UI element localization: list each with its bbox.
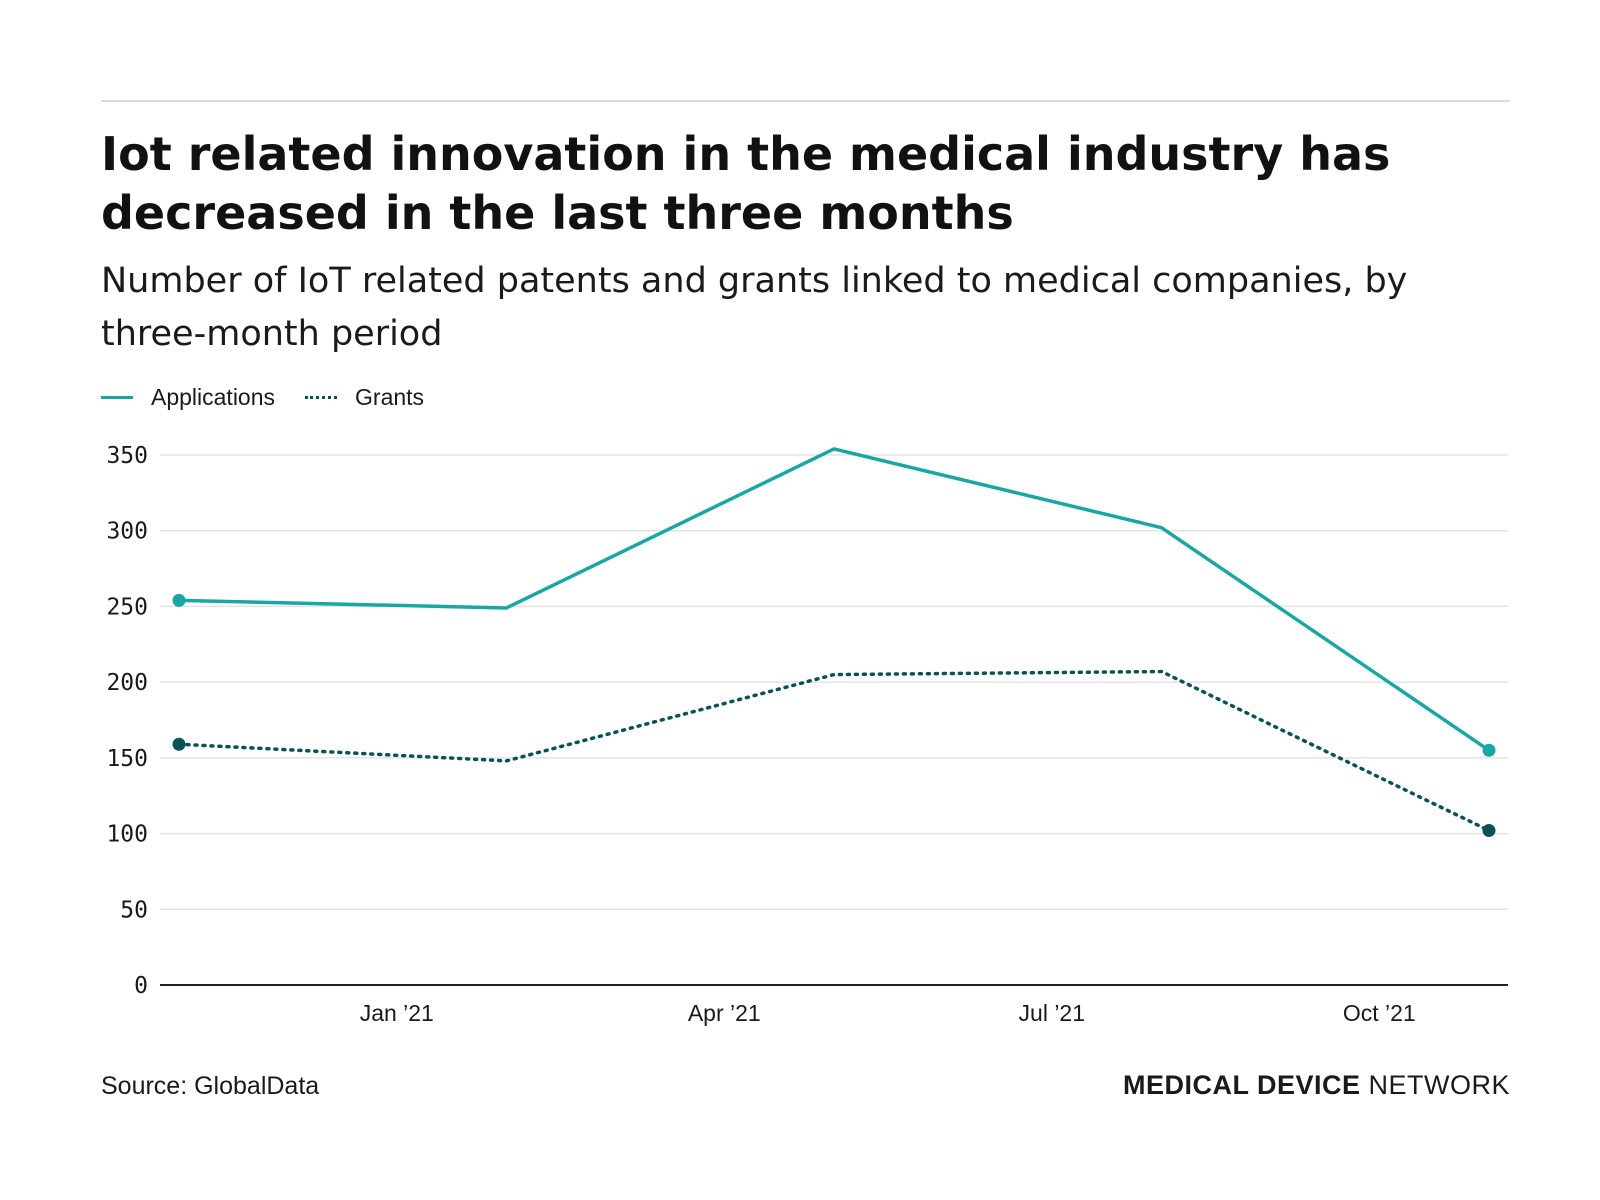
legend-item-grants: Grants bbox=[305, 384, 424, 411]
y-tick-label-200: 200 bbox=[106, 670, 148, 696]
y-tick-label-50: 50 bbox=[120, 897, 148, 923]
legend-label-applications: Applications bbox=[151, 383, 276, 410]
y-tick-label-0: 0 bbox=[134, 973, 148, 999]
x-tick-label-2: Jul ’21 bbox=[1019, 1000, 1085, 1026]
x-tick-label-0: Jan ’21 bbox=[360, 1000, 434, 1026]
chart-legend: Applications Grants bbox=[101, 382, 454, 412]
y-tick-label-250: 250 bbox=[106, 594, 148, 620]
brand-name-light: NETWORK bbox=[1368, 1070, 1510, 1100]
series-line-applications bbox=[178, 447, 1490, 752]
x-axis-ticks: Jan ’21 Apr ’21 Jul ’21 Oct ’21 bbox=[360, 1000, 1416, 1026]
chart-title: Iot related innovation in the medical in… bbox=[101, 127, 1391, 240]
legend-label-grants: Grants bbox=[355, 383, 425, 410]
top-divider bbox=[101, 100, 1510, 102]
series-point-applications-4 bbox=[1482, 743, 1496, 757]
series-lines bbox=[177, 447, 1491, 833]
x-tick-label-3: Oct ’21 bbox=[1343, 1000, 1416, 1026]
y-axis-ticks: 0 50 100 150 200 250 300 350 bbox=[106, 443, 148, 999]
legend-swatch-grants bbox=[305, 395, 338, 399]
grid-lines bbox=[160, 454, 1508, 986]
series-line-grants bbox=[177, 669, 1491, 833]
y-tick-label-100: 100 bbox=[106, 822, 148, 848]
series-point-grants-4 bbox=[1482, 824, 1496, 838]
y-tick-label-350: 350 bbox=[106, 443, 148, 469]
brand-logo: MEDICAL DEVICE NETWORK bbox=[1123, 1070, 1510, 1101]
legend-swatch-applications bbox=[101, 395, 133, 399]
series-point-grants-0 bbox=[172, 737, 186, 751]
legend-item-applications: Applications bbox=[101, 384, 275, 411]
brand-name-bold: MEDICAL DEVICE bbox=[1122, 1070, 1361, 1100]
y-tick-label-300: 300 bbox=[106, 519, 148, 545]
source-note: Source: GlobalData bbox=[101, 1072, 320, 1100]
y-tick-label-150: 150 bbox=[106, 746, 148, 772]
series-markers bbox=[172, 593, 1496, 838]
series-point-applications-0 bbox=[172, 593, 186, 607]
chart-subtitle: Number of IoT related patents and grants… bbox=[101, 261, 1408, 354]
x-tick-label-1: Apr ’21 bbox=[688, 1000, 761, 1026]
